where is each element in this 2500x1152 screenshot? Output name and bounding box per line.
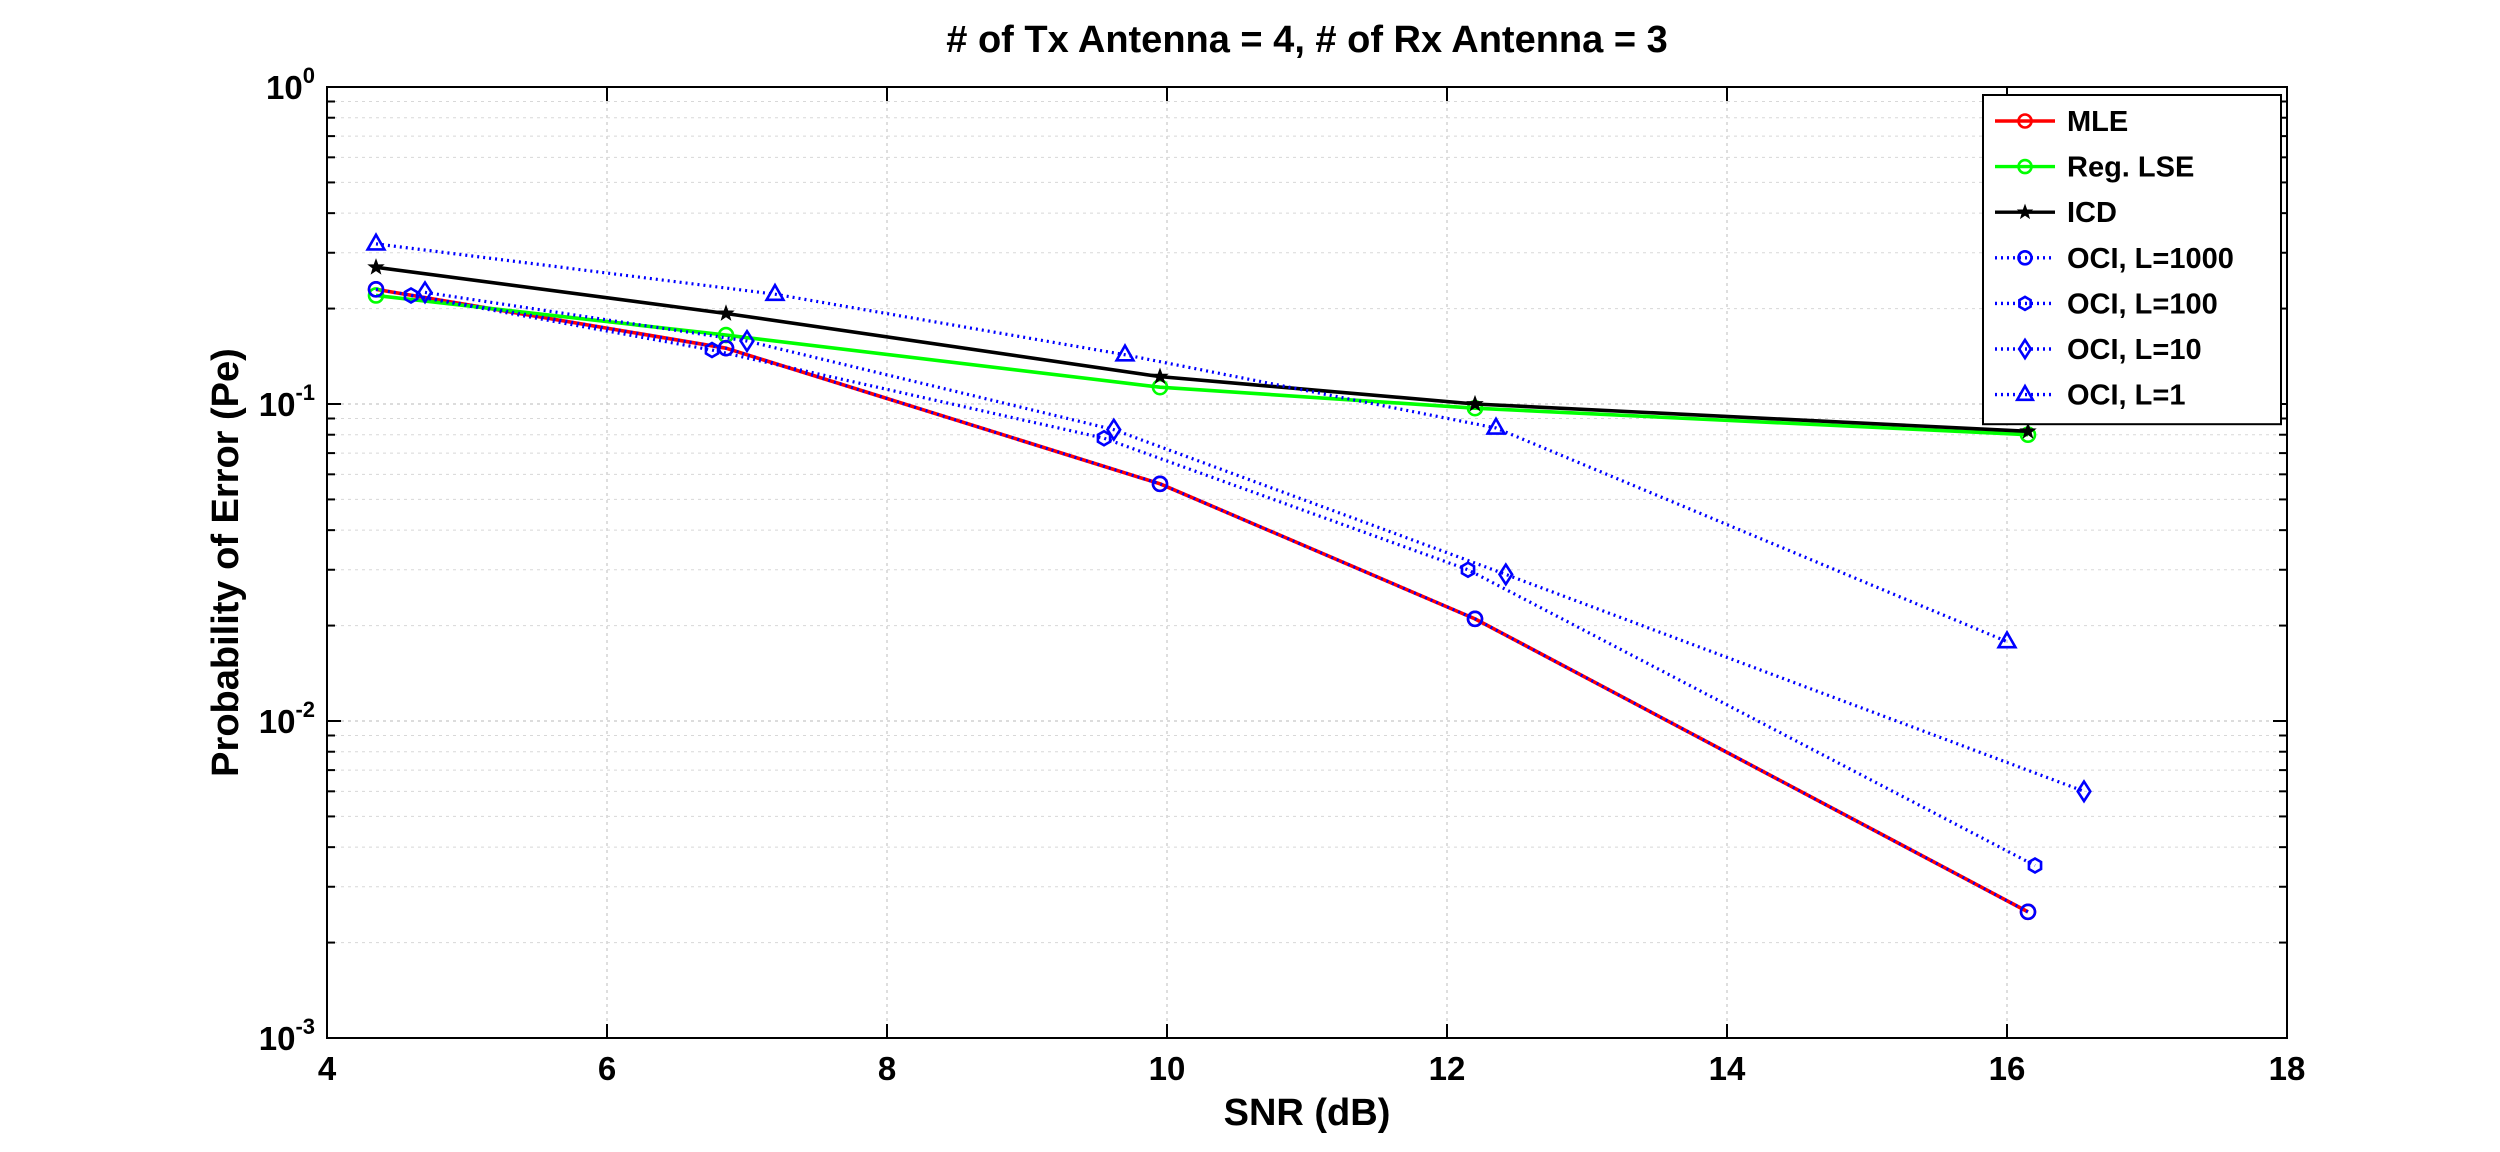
legend: MLE Reg. LSE ICD OCI, L=1000 OCI, L=100 OCI, …	[1982, 94, 2282, 426]
series-layer	[365, 232, 2092, 921]
x-tick-label: 10	[1149, 1050, 1186, 1087]
plot-area-frame	[326, 86, 2288, 1039]
chart-title: # of Tx Antenna = 4, # of Rx Antenna = 3	[946, 19, 1667, 61]
data-point-icd	[1466, 394, 1484, 412]
legend-marker-oci-l-10	[2017, 337, 2033, 361]
data-point-icd	[1151, 367, 1169, 385]
data-point-icd	[2019, 422, 2037, 439]
grid-layer	[327, 87, 2287, 1038]
y-tick-exponent: -2	[295, 697, 315, 722]
series-oci-l-1000	[367, 281, 2037, 921]
series-oci-l-10	[417, 280, 2092, 804]
legend-marker-oci-l-1	[2014, 383, 2036, 402]
y-tick-exponent: -1	[295, 380, 315, 405]
y-tick-exponent: 0	[303, 63, 315, 88]
legend-label-oci-l-1000: OCI, L=1000	[2067, 243, 2234, 275]
legend-label-icd: ICD	[2067, 197, 2117, 229]
data-point-oci-l-10	[739, 328, 755, 354]
series-icd	[367, 258, 2037, 439]
x-tick-label: 16	[1989, 1050, 2026, 1087]
series-line-oci-l-10	[424, 290, 2085, 793]
y-tick-label: 10-2	[259, 697, 315, 740]
data-point-oci-l-1	[1114, 343, 1136, 362]
series-line-reg-lse	[375, 293, 2029, 437]
legend-label-oci-l-1: OCI, L=1	[2067, 380, 2185, 412]
x-tick-label: 4	[318, 1050, 337, 1087]
y-tick-base: 10	[259, 1020, 296, 1057]
series-mle	[367, 281, 2037, 921]
data-point-oci-l-10	[1105, 417, 1122, 442]
x-axis-label: SNR (dB)	[1224, 1092, 1391, 1134]
x-tick-label: 14	[1709, 1050, 1746, 1087]
data-point-oci-l-100	[1460, 561, 1476, 579]
series-line-oci-l-1	[375, 242, 2008, 644]
y-tick-label: 10-1	[259, 380, 315, 423]
legend-marker-icd	[2016, 203, 2034, 220]
legend-box	[1982, 94, 2282, 426]
data-point-oci-l-1000	[2019, 903, 2037, 921]
legend-label-reg-lse: Reg. LSE	[2067, 152, 2194, 184]
series-line-icd	[375, 265, 2029, 434]
y-tick-label: 100	[266, 63, 315, 106]
data-point-oci-l-1	[365, 232, 387, 251]
y-tick-label: 10-3	[259, 1014, 315, 1057]
data-point-reg-lse	[367, 287, 385, 304]
data-point-oci-l-10	[2076, 779, 2092, 804]
legend-label-mle: MLE	[2067, 106, 2128, 138]
x-tick-label: 8	[878, 1050, 896, 1087]
x-tick-label: 6	[598, 1050, 616, 1087]
data-point-oci-l-100	[2027, 857, 2043, 875]
data-point-icd	[367, 258, 385, 275]
data-point-oci-l-100	[403, 286, 419, 304]
y-tick-base: 10	[259, 386, 296, 423]
data-point-icd	[717, 304, 735, 321]
data-point-oci-l-10	[417, 280, 433, 305]
legend-label-oci-l-10: OCI, L=10	[2067, 334, 2202, 366]
data-point-oci-l-1	[1996, 629, 2018, 649]
data-point-oci-l-1	[764, 282, 786, 302]
legend-label-oci-l-100: OCI, L=100	[2067, 288, 2218, 320]
y-tick-base: 10	[259, 703, 296, 740]
data-point-oci-l-1	[1485, 416, 1507, 435]
legend-marker-oci-l-1000	[2017, 249, 2033, 266]
legend-marker-oci-l-100	[2018, 295, 2032, 312]
data-point-oci-l-1000	[367, 281, 385, 298]
y-axis-label: Probability of Error (Pe)	[205, 348, 247, 777]
y-tick-exponent: -3	[295, 1014, 315, 1039]
legend-marker-reg-lse	[2017, 158, 2033, 175]
y-tick-base: 10	[266, 69, 303, 106]
series-oci-l-1	[365, 232, 2018, 649]
data-point-oci-l-1000	[1151, 475, 1169, 493]
series-oci-l-100	[403, 286, 2043, 875]
x-tick-label: 18	[2269, 1050, 2306, 1087]
data-point-oci-l-100	[704, 341, 720, 359]
data-point-oci-l-1000	[1466, 610, 1484, 628]
legend-marker-mle	[2017, 113, 2033, 129]
series-line-mle	[375, 287, 2029, 914]
x-tick-label: 12	[1429, 1050, 1466, 1087]
data-point-oci-l-10	[1497, 562, 1514, 587]
series-line-oci-l-1000	[375, 287, 2029, 914]
